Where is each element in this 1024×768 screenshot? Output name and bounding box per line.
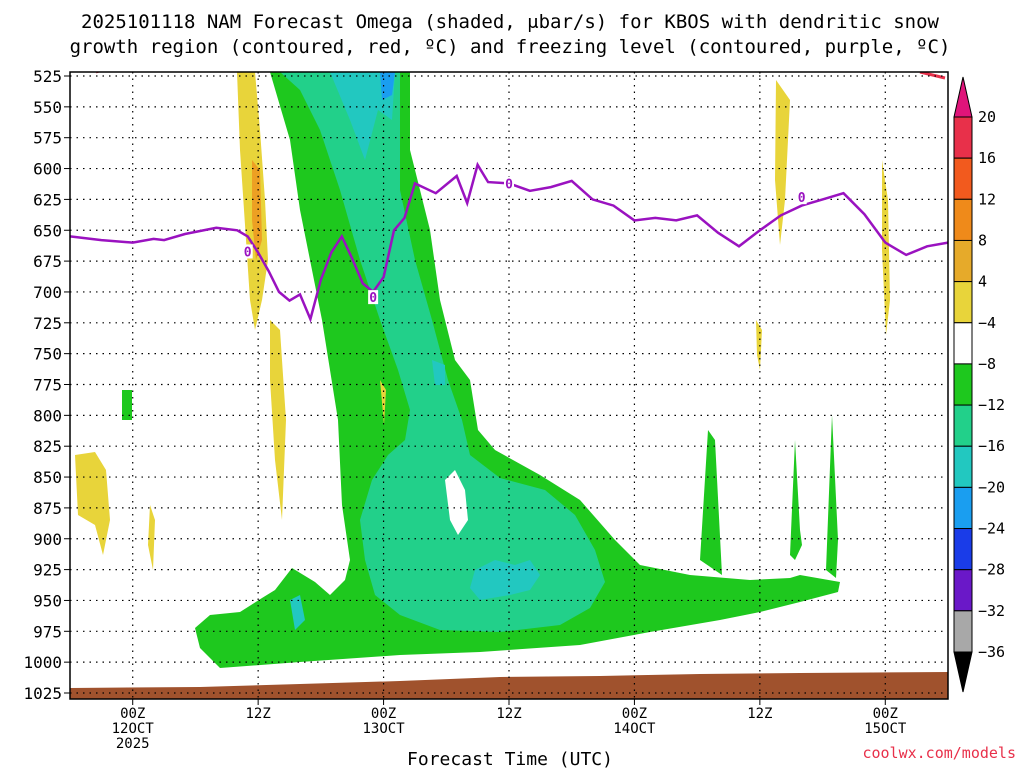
- colorbar-swatch: [953, 198, 973, 241]
- x-tick-label: 15OCT: [864, 721, 907, 737]
- freezing-level-labels: 0 0 0 0: [242, 176, 807, 306]
- x-tick-label: 13OCT: [362, 721, 405, 737]
- y-tick-label: 875: [33, 499, 62, 518]
- y-tick-label: 1000: [23, 653, 62, 672]
- colorbar-swatch: [953, 322, 973, 365]
- colorbar-label: 20: [978, 108, 996, 126]
- colorbar-label: −16: [978, 437, 1005, 455]
- colorbar-swatch: [953, 610, 973, 653]
- colorbar-label: 12: [978, 190, 996, 208]
- plot-frame: [69, 71, 949, 700]
- colorbar-swatch: [953, 486, 973, 530]
- colorbar-label: −36: [978, 643, 1005, 661]
- colorbar-label: 8: [978, 231, 987, 249]
- y-tick-label: 775: [33, 376, 62, 395]
- freezing-level-label: 0: [505, 178, 513, 193]
- colorbar-swatch: [953, 569, 973, 612]
- x-tick-label: 12Z: [245, 706, 270, 722]
- colorbar-swatch: [953, 404, 973, 447]
- colorbar-label: −20: [978, 478, 1005, 496]
- grid-lines: [64, 72, 948, 705]
- colorbar-swatch: [953, 528, 973, 571]
- colorbar-label: −8: [978, 355, 996, 373]
- y-tick-label: 900: [33, 530, 62, 549]
- x-tick-label: 00Z: [873, 706, 898, 722]
- colorbar-swatch: [953, 363, 973, 406]
- colorbar-swatch: [953, 116, 973, 159]
- y-tick-label: 525: [33, 67, 62, 86]
- ground-fill: [70, 672, 948, 699]
- colorbar-label: −24: [978, 520, 1005, 538]
- y-tick-label: 550: [33, 98, 62, 117]
- y-tick-label: 975: [33, 622, 62, 641]
- x-tick-label: 12Z: [496, 706, 521, 722]
- y-tick-label: 625: [33, 190, 62, 209]
- omega-band-strong: [290, 72, 540, 630]
- colorbar-bottom-arrow: [953, 651, 973, 693]
- freezing-label-bg: [242, 244, 253, 259]
- x-tick-label: 12OCT: [112, 721, 155, 737]
- dgz-contour-right: [919, 72, 946, 80]
- y-tick-label: 925: [33, 561, 62, 580]
- y-tick-label: 750: [33, 345, 62, 364]
- x-tick-label: 00Z: [371, 706, 396, 722]
- x-tick-label: 14OCT: [613, 721, 656, 737]
- y-tick-label: 800: [33, 406, 62, 425]
- y-tick-labels: 525 550 575 600 625 650 675 700 725 750 775 800 825 8…: [23, 67, 62, 703]
- freezing-label-bg: [796, 190, 807, 205]
- y-tick-label: 825: [33, 437, 62, 456]
- y-tick-label: 725: [33, 314, 62, 333]
- colorbar-label: −28: [978, 561, 1005, 579]
- omega-positive: [75, 72, 890, 570]
- x-tick-label: 00Z: [622, 706, 647, 722]
- freezing-level-label: 0: [369, 291, 377, 306]
- colorbar-swatch: [953, 445, 973, 488]
- freezing-level-label: 0: [798, 191, 806, 206]
- y-tick-label: 650: [33, 221, 62, 240]
- omega-positive-strong: [252, 160, 262, 260]
- colorbar-label: 4: [978, 273, 987, 291]
- y-tick-label: 700: [33, 283, 62, 302]
- y-tick-label: 850: [33, 468, 62, 487]
- colorbar: 20 16 12 8 4 −4 −8 −12 −16 −20 −24 −28 −32 −36: [953, 76, 1005, 693]
- colorbar-label: −32: [978, 602, 1005, 620]
- omega-hole: [300, 370, 468, 535]
- freezing-level-label: 0: [244, 245, 252, 260]
- x-tick-label: 00Z: [120, 706, 145, 722]
- y-tick-label: 675: [33, 252, 62, 271]
- x-axis-label: Forecast Time (UTC): [407, 749, 613, 768]
- y-tick-label: 575: [33, 129, 62, 148]
- omega-band-moderate: [280, 72, 605, 632]
- freezing-label-bg: [368, 290, 379, 305]
- colorbar-swatch: [953, 157, 973, 200]
- freezing-label-bg: [504, 176, 514, 191]
- chart-title-line1: 2025101118 NAM Forecast Omega (shaded, μ…: [81, 11, 939, 33]
- colorbar-label: 16: [978, 149, 996, 167]
- colorbar-swatch: [953, 281, 973, 324]
- y-tick-label: 1025: [23, 684, 62, 703]
- credit-text: coolwx.com/models: [862, 744, 1016, 762]
- x-tick-label: 2025: [116, 736, 150, 752]
- colorbar-swatch: [953, 239, 973, 283]
- freezing-level-line: [69, 161, 949, 323]
- colorbar-label: −12: [978, 396, 1005, 414]
- colorbar-label: −4: [978, 314, 996, 332]
- x-tick-label: 12Z: [747, 706, 772, 722]
- colorbar-top-arrow: [953, 76, 973, 118]
- y-tick-label: 600: [33, 160, 62, 179]
- y-tick-label: 950: [33, 591, 62, 610]
- chart-title-line2: growth region (contoured, red, ºC) and f…: [70, 36, 951, 58]
